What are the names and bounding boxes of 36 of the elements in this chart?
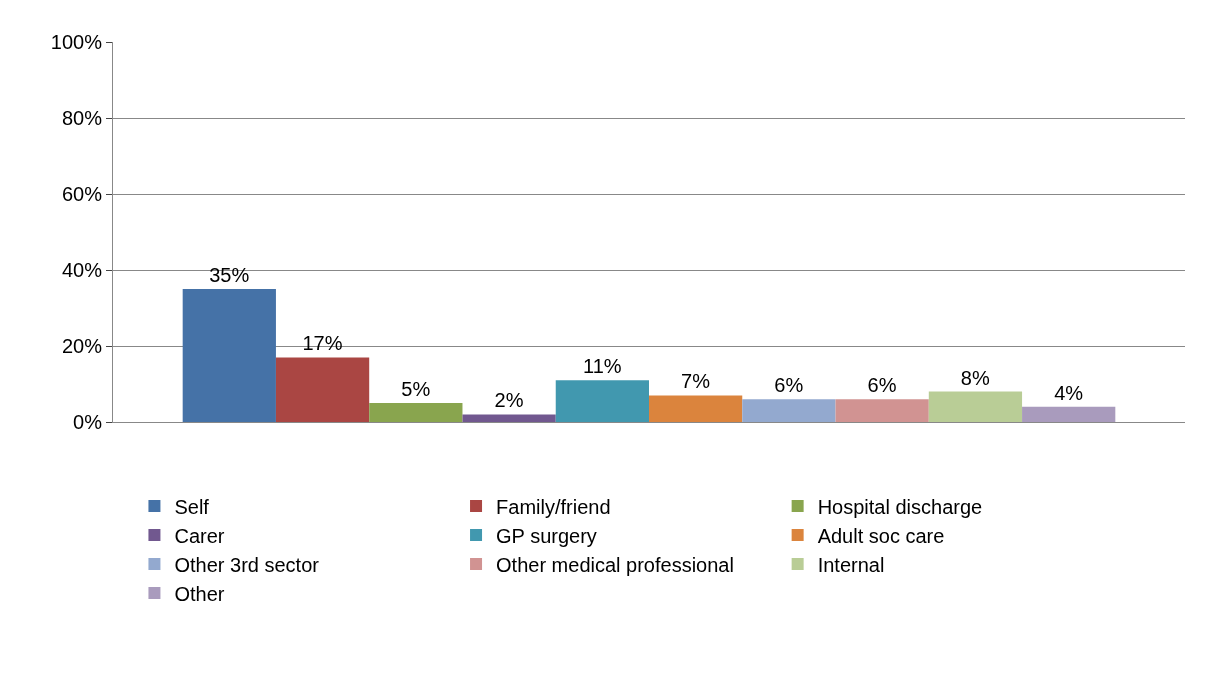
y-tick-label: 40% <box>61 259 103 281</box>
bar <box>649 395 743 422</box>
data-label: 35% <box>209 264 250 286</box>
bar <box>835 399 929 422</box>
bar <box>742 399 836 422</box>
data-label: 6% <box>774 374 804 397</box>
y-tick-label: 60% <box>61 183 103 205</box>
y-tick-label: 100% <box>50 31 103 53</box>
legend-label: Hospital discharge <box>817 495 983 518</box>
data-label: 2% <box>494 389 524 412</box>
bar <box>275 357 370 422</box>
y-tick-label: 80% <box>61 107 103 129</box>
legend-label: Family/friend <box>496 495 611 518</box>
legend-label: Other <box>174 582 225 605</box>
legend-label: GP surgery <box>496 524 597 547</box>
data-label: 17% <box>302 332 343 355</box>
bar <box>928 391 1023 422</box>
data-label: 5% <box>401 378 431 400</box>
bar <box>369 403 463 422</box>
y-tick-label: 20% <box>61 335 103 357</box>
legend-label: Internal <box>817 553 885 576</box>
bar <box>1022 406 1116 422</box>
bar <box>182 289 276 422</box>
data-label: 7% <box>681 370 711 393</box>
data-label: 6% <box>867 374 897 397</box>
data-label: 4% <box>1054 381 1084 404</box>
bar <box>462 414 556 422</box>
legend-label: Other medical professional <box>496 553 734 576</box>
data-label: 8% <box>960 366 990 389</box>
legend-label: Self <box>174 495 210 518</box>
legend-label: Other 3rd sector <box>174 553 320 576</box>
y-tick-label: 0% <box>73 411 103 433</box>
bar <box>555 380 649 422</box>
legend-label: Carer <box>174 524 225 547</box>
data-label: 11% <box>582 355 622 378</box>
legend-label: Adult soc care <box>817 524 945 547</box>
